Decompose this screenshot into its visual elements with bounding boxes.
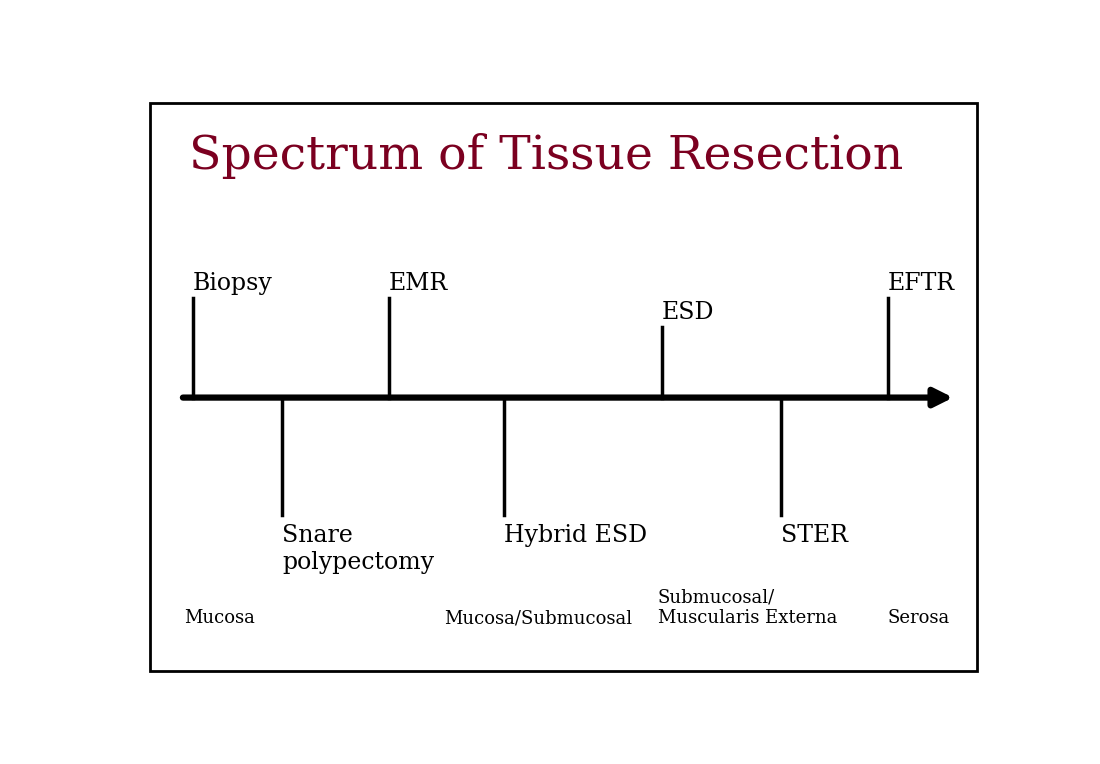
- Text: Mucosa: Mucosa: [185, 609, 255, 627]
- FancyArrowPatch shape: [183, 390, 946, 406]
- Text: STER: STER: [781, 524, 848, 547]
- Text: Hybrid ESD: Hybrid ESD: [504, 524, 647, 547]
- Text: EFTR: EFTR: [888, 272, 955, 295]
- Text: Submucosal/
Muscularis Externa: Submucosal/ Muscularis Externa: [658, 588, 837, 627]
- Text: EMR: EMR: [389, 272, 448, 295]
- Text: Biopsy: Biopsy: [192, 272, 273, 295]
- Text: Spectrum of Tissue Resection: Spectrum of Tissue Resection: [189, 133, 903, 179]
- Text: Serosa: Serosa: [888, 609, 950, 627]
- Text: Mucosa/Submucosal: Mucosa/Submucosal: [444, 609, 632, 627]
- Text: ESD: ESD: [662, 301, 714, 324]
- Text: Snare
polypectomy: Snare polypectomy: [283, 524, 434, 574]
